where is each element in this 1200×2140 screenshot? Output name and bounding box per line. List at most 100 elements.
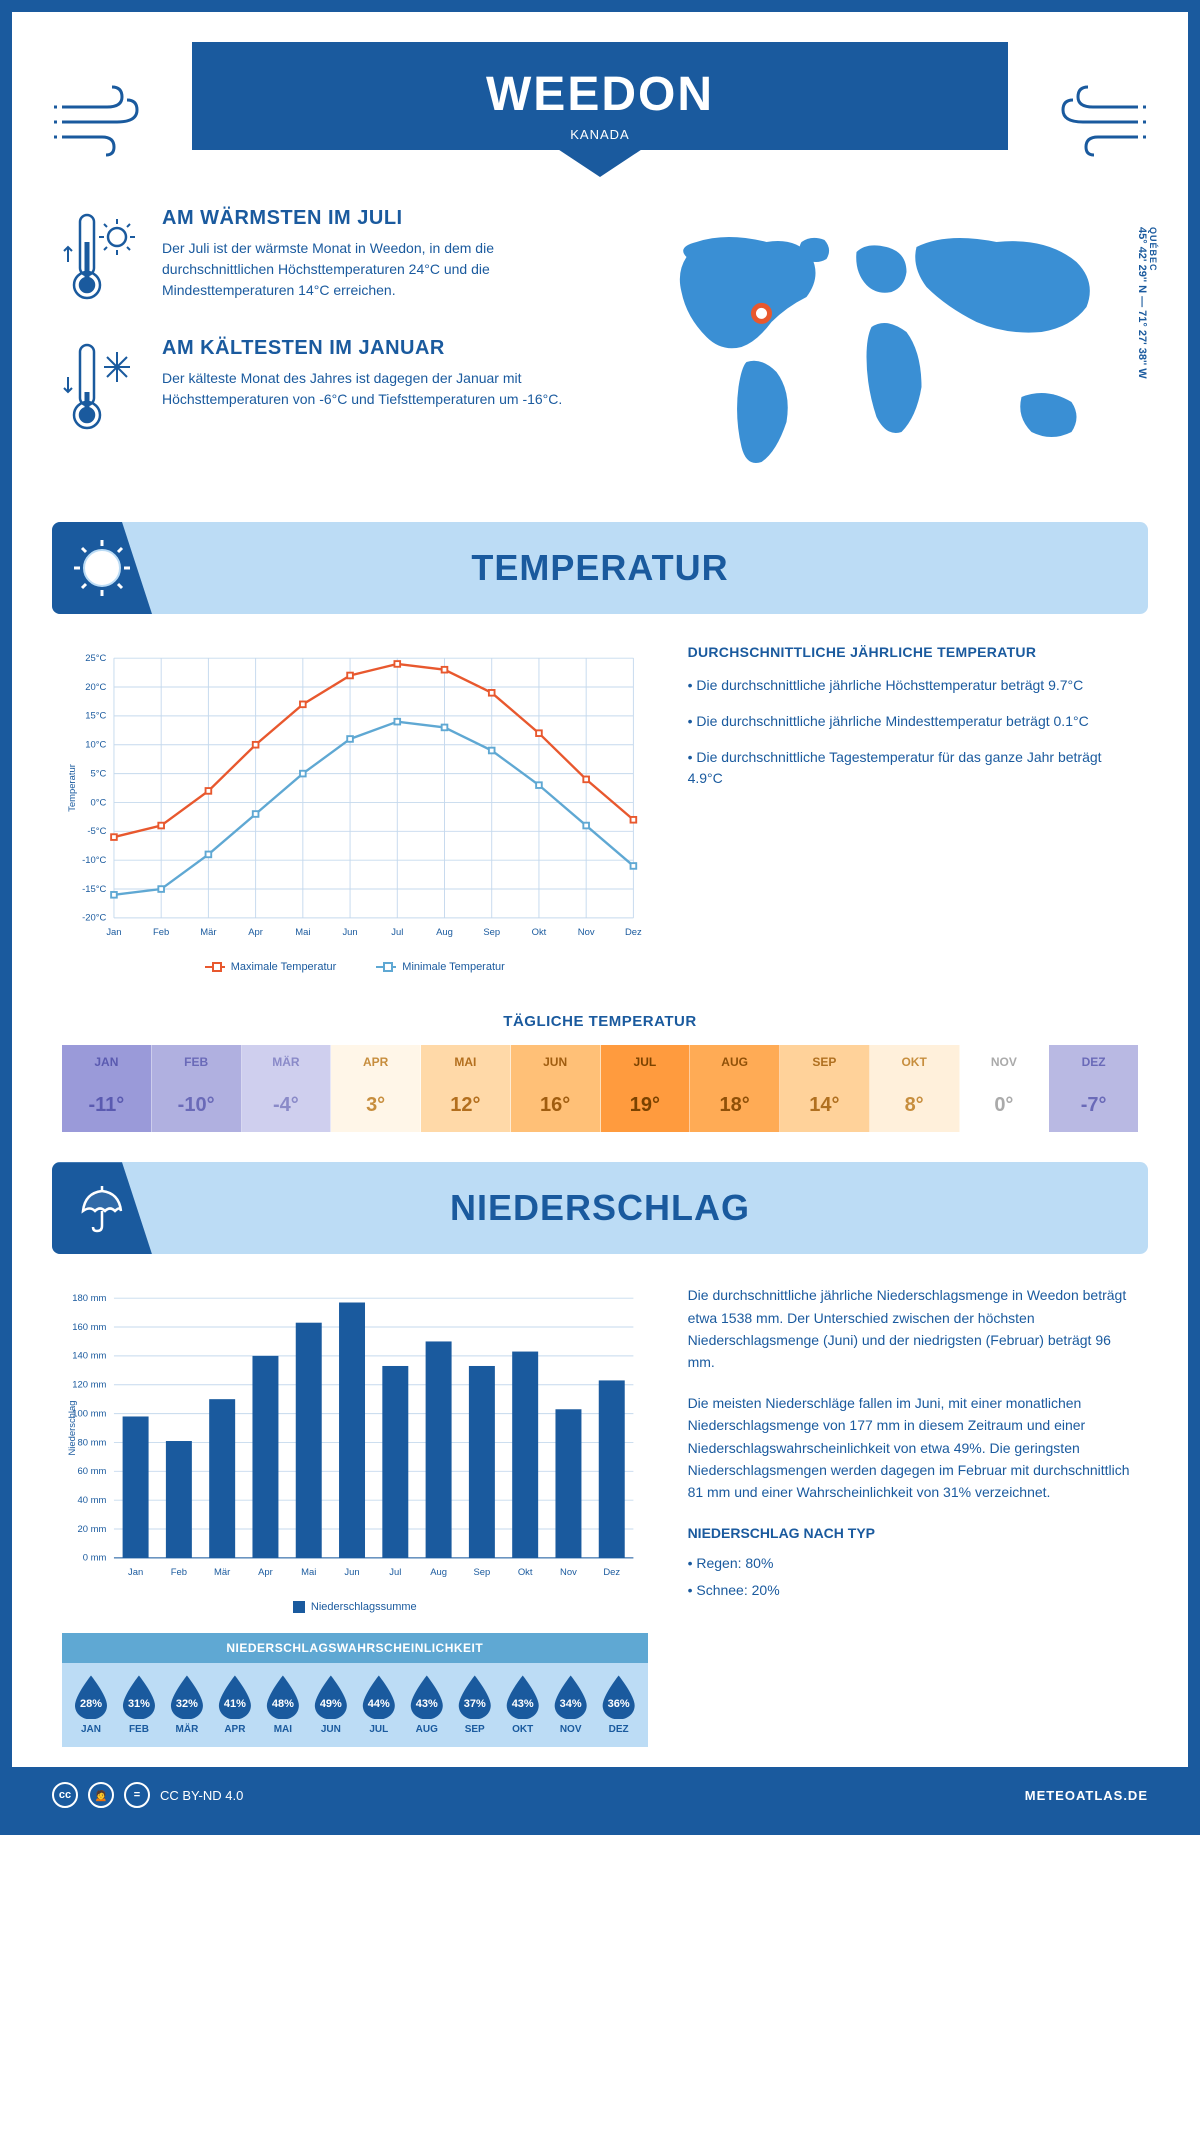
prob-item: 43%AUG	[403, 1675, 451, 1735]
month-cell: JAN-11°	[62, 1045, 152, 1132]
temperature-line-chart: -20°C -15°C -10°C -5°C 0°C 5°C 10°C 15°C 20°C 25°…	[62, 644, 648, 946]
svg-text:-5°C: -5°C	[87, 826, 106, 837]
temp-info-title: DURCHSCHNITTLICHE JÄHRLICHE TEMPERATUR	[688, 644, 1138, 660]
precipitation-bar-chart: 0 mm20 mm40 mm60 mm80 mm100 mm120 mm140 …	[62, 1284, 648, 1586]
svg-text:180 mm: 180 mm	[72, 1293, 106, 1304]
temp-chart-legend: #leg-max::after{border-color:#e8582e}Max…	[62, 961, 648, 973]
svg-text:Nov: Nov	[578, 927, 595, 938]
prob-title: NIEDERSCHLAGSWAHRSCHEINLICHKEIT	[62, 1633, 648, 1663]
nd-icon: =	[124, 1782, 150, 1808]
svg-text:Niederschlag: Niederschlag	[67, 1401, 78, 1456]
coordinates: QUÉBEC 45° 42' 29'' N — 71° 27' 38'' W	[1136, 227, 1158, 379]
temp-bullet: • Die durchschnittliche Tagestemperatur …	[688, 747, 1138, 789]
svg-text:Dez: Dez	[625, 927, 642, 938]
page-footer: cc 🙍 = CC BY-ND 4.0 METEOATLAS.DE	[12, 1767, 1188, 1823]
wind-icon-left	[52, 82, 152, 162]
svg-text:Mai: Mai	[295, 927, 310, 938]
city-title: WEEDON	[192, 67, 1008, 122]
fact-coldest-title: AM KÄLTESTEN IM JANUAR	[162, 337, 585, 360]
prob-item: 37%SEP	[451, 1675, 499, 1735]
svg-text:-15°C: -15°C	[82, 884, 106, 895]
svg-text:20°C: 20°C	[85, 682, 106, 693]
page-header: WEEDON KANADA	[192, 42, 1008, 177]
thermometer-hot-icon	[62, 207, 142, 307]
month-cell: FEB-10°	[152, 1045, 242, 1132]
svg-text:15°C: 15°C	[85, 711, 106, 722]
fact-coldest-text: Der kälteste Monat des Jahres ist dagege…	[162, 368, 585, 410]
prob-item: 44%JUL	[355, 1675, 403, 1735]
temp-bullet: • Die durchschnittliche jährliche Höchst…	[688, 675, 1138, 696]
precip-type-title: NIEDERSCHLAG NACH TYP	[688, 1522, 1138, 1544]
prob-item: 28%JAN	[67, 1675, 115, 1735]
svg-text:Mär: Mär	[200, 927, 216, 938]
country-label: KANADA	[192, 127, 1008, 142]
cc-icon: cc	[52, 1782, 78, 1808]
svg-text:Nov: Nov	[560, 1567, 577, 1578]
site-name: METEOATLAS.DE	[1025, 1788, 1148, 1803]
daily-temp-table: JAN-11°FEB-10°MÄR-4°APR3°MAI12°JUN16°JUL…	[62, 1045, 1138, 1132]
temperature-section-header: TEMPERATUR	[52, 522, 1148, 614]
month-cell: DEZ-7°	[1049, 1045, 1138, 1132]
svg-text:Okt: Okt	[518, 1567, 533, 1578]
temp-section-title: TEMPERATUR	[52, 547, 1148, 589]
svg-text:-20°C: -20°C	[82, 913, 106, 924]
svg-text:Aug: Aug	[430, 1567, 447, 1578]
precip-text-2: Die meisten Niederschläge fallen im Juni…	[688, 1392, 1138, 1504]
month-cell: JUL19°	[601, 1045, 691, 1132]
fact-warmest-title: AM WÄRMSTEN IM JULI	[162, 207, 585, 230]
svg-text:80 mm: 80 mm	[78, 1438, 107, 1449]
svg-text:25°C: 25°C	[85, 653, 106, 664]
svg-text:Apr: Apr	[248, 927, 263, 938]
svg-text:Jan: Jan	[106, 927, 121, 938]
svg-text:Sep: Sep	[483, 927, 500, 938]
svg-text:Apr: Apr	[258, 1567, 273, 1578]
svg-text:-10°C: -10°C	[82, 855, 106, 866]
umbrella-icon	[75, 1181, 130, 1236]
svg-text:Dez: Dez	[603, 1567, 620, 1578]
prob-item: 48%MAI	[259, 1675, 307, 1735]
daily-temp-title: TÄGLICHE TEMPERATUR	[12, 1013, 1188, 1030]
svg-text:10°C: 10°C	[85, 740, 106, 751]
month-cell: APR3°	[331, 1045, 421, 1132]
svg-text:Jul: Jul	[391, 927, 403, 938]
month-cell: AUG18°	[690, 1045, 780, 1132]
svg-text:Jun: Jun	[342, 927, 357, 938]
precipitation-section-header: NIEDERSCHLAG	[52, 1162, 1148, 1254]
svg-text:0°C: 0°C	[91, 797, 107, 808]
prob-item: 36%DEZ	[595, 1675, 643, 1735]
prob-item: 34%NOV	[547, 1675, 595, 1735]
svg-text:Aug: Aug	[436, 927, 453, 938]
svg-text:Mai: Mai	[301, 1567, 316, 1578]
region-label: QUÉBEC	[1148, 227, 1158, 371]
prob-item: 41%APR	[211, 1675, 259, 1735]
precip-chart-legend: Niederschlagssumme	[62, 1601, 648, 1613]
month-cell: NOV0°	[960, 1045, 1050, 1132]
svg-text:Jun: Jun	[344, 1567, 359, 1578]
prob-item: 43%OKT	[499, 1675, 547, 1735]
svg-text:0 mm: 0 mm	[83, 1553, 107, 1564]
world-map	[615, 207, 1138, 487]
prob-item: 32%MÄR	[163, 1675, 211, 1735]
svg-text:Feb: Feb	[171, 1567, 187, 1578]
prob-item: 49%JUN	[307, 1675, 355, 1735]
svg-text:Jan: Jan	[128, 1567, 143, 1578]
coords-value: 45° 42' 29'' N — 71° 27' 38'' W	[1136, 227, 1148, 379]
wind-icon-right	[1048, 82, 1148, 162]
svg-text:Mär: Mär	[214, 1567, 230, 1578]
svg-text:Sep: Sep	[473, 1567, 490, 1578]
month-cell: MÄR-4°	[242, 1045, 332, 1132]
svg-text:40 mm: 40 mm	[78, 1495, 107, 1506]
sun-icon	[72, 538, 132, 598]
precip-type: • Regen: 80%	[688, 1552, 1138, 1574]
month-cell: SEP14°	[780, 1045, 870, 1132]
svg-text:Okt: Okt	[532, 927, 547, 938]
precip-type: • Schnee: 20%	[688, 1579, 1138, 1601]
fact-coldest: AM KÄLTESTEN IM JANUAR Der kälteste Mona…	[62, 337, 585, 437]
precip-text-1: Die durchschnittliche jährliche Niedersc…	[688, 1284, 1138, 1374]
svg-text:Temperatur: Temperatur	[67, 764, 78, 812]
svg-text:20 mm: 20 mm	[78, 1524, 107, 1535]
precip-section-title: NIEDERSCHLAG	[52, 1187, 1148, 1229]
svg-text:140 mm: 140 mm	[72, 1351, 106, 1362]
svg-text:60 mm: 60 mm	[78, 1466, 107, 1477]
svg-text:5°C: 5°C	[91, 768, 107, 779]
